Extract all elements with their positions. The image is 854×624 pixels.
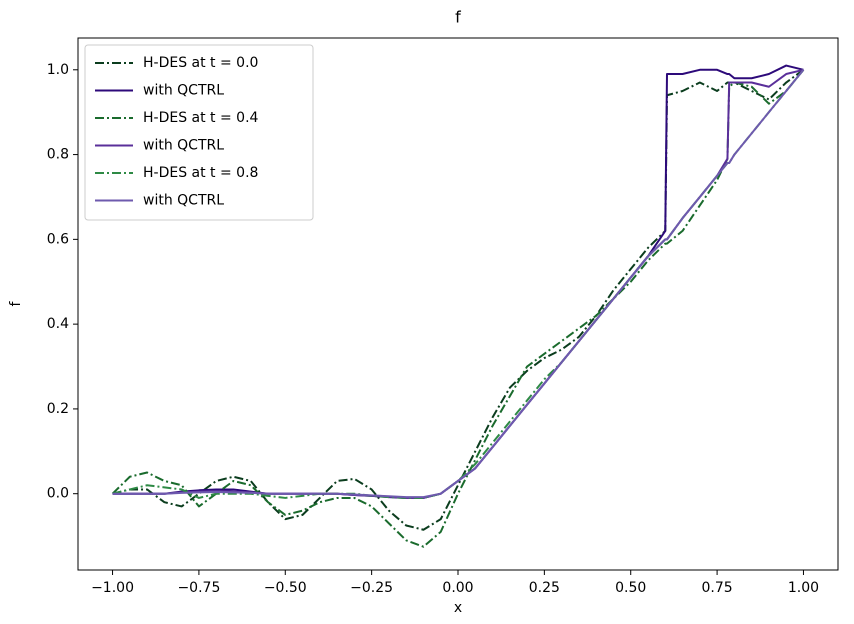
y-tick-label: 0.4 (47, 316, 69, 332)
x-tick-label: 0.75 (702, 580, 733, 596)
legend-label: with QCTRL (143, 138, 224, 154)
x-tick-label: 1.00 (788, 580, 819, 596)
x-tick-label: −1.00 (91, 580, 134, 596)
x-axis-label: x (454, 600, 462, 616)
y-tick-label: 0.2 (47, 401, 69, 417)
plot-frame (77, 37, 839, 571)
x-tick-label: 0.25 (529, 580, 560, 596)
legend-label: H-DES at t = 0.8 (143, 165, 258, 181)
x-tick-label: 0.50 (615, 580, 646, 596)
x-tick-label: −0.25 (350, 580, 393, 596)
y-tick-label: 0.6 (47, 231, 69, 247)
x-tick-label: −0.50 (264, 580, 307, 596)
chart-title: f (455, 8, 461, 27)
y-tick-label: 0.8 (47, 147, 69, 163)
y-axis-label: f (8, 300, 24, 306)
legend-box (84, 44, 314, 221)
x-tick-label: 0.00 (442, 580, 473, 596)
legend-label: H-DES at t = 0.0 (143, 55, 258, 71)
legend-label: H-DES at t = 0.4 (143, 110, 259, 126)
series-line (112, 68, 805, 531)
y-tick-label: 1.0 (47, 62, 69, 78)
legend-label: with QCTRL (143, 83, 224, 99)
legend-label: with QCTRL (143, 193, 224, 209)
series-line (112, 69, 805, 499)
x-tick-label: −0.75 (177, 580, 220, 596)
y-tick-label: 0.0 (47, 486, 69, 502)
